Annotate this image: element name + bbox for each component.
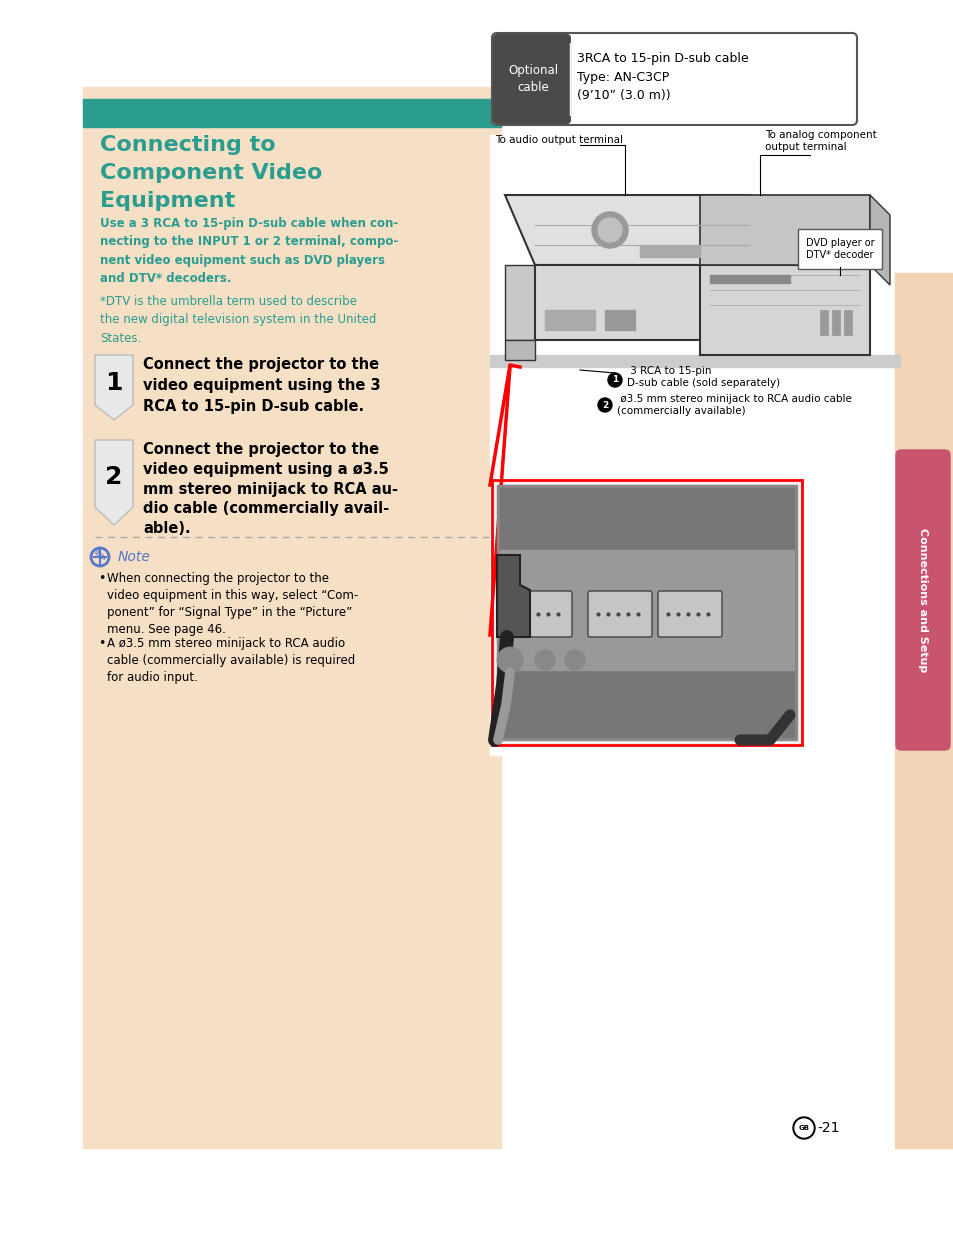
Bar xyxy=(604,310,635,330)
Bar xyxy=(831,310,840,335)
Text: To analog component
output terminal: To analog component output terminal xyxy=(764,130,876,152)
Text: Equipment: Equipment xyxy=(100,191,235,211)
Text: •: • xyxy=(98,572,105,585)
Polygon shape xyxy=(504,340,535,359)
Text: Connect the projector to the
video equipment using the 3
RCA to 15-pin D-sub cab: Connect the projector to the video equip… xyxy=(143,357,380,414)
Text: Connect the projector to the
video equipment using a ø3.5
mm stereo minijack to : Connect the projector to the video equip… xyxy=(143,442,397,536)
Text: 2: 2 xyxy=(601,400,607,410)
Circle shape xyxy=(535,650,555,671)
Bar xyxy=(544,310,595,330)
Bar xyxy=(499,488,793,737)
Text: ø3.5 mm stereo minijack to RCA audio cable
(commercially available): ø3.5 mm stereo minijack to RCA audio cab… xyxy=(617,394,851,416)
FancyBboxPatch shape xyxy=(797,228,882,269)
Polygon shape xyxy=(504,195,780,266)
FancyBboxPatch shape xyxy=(493,35,571,124)
Text: *DTV is the umbrella term used to describe
the new digital television system in : *DTV is the umbrella term used to descri… xyxy=(100,295,376,345)
FancyBboxPatch shape xyxy=(492,33,856,125)
Bar xyxy=(820,310,827,335)
Bar xyxy=(843,310,851,335)
Polygon shape xyxy=(504,266,535,340)
Text: A ø3.5 mm stereo minijack to RCA audio
cable (commercially available) is require: A ø3.5 mm stereo minijack to RCA audio c… xyxy=(107,637,355,684)
Bar xyxy=(497,485,796,740)
Bar xyxy=(894,273,953,1149)
Circle shape xyxy=(598,219,621,242)
FancyBboxPatch shape xyxy=(587,592,651,637)
Polygon shape xyxy=(95,354,132,420)
Bar xyxy=(499,550,793,671)
Text: When connecting the projector to the
video equipment in this way, select “Com-
p: When connecting the projector to the vid… xyxy=(107,572,358,636)
Text: •: • xyxy=(98,637,105,650)
Text: 3 RCA to 15-pin
D-sub cable (sold separately): 3 RCA to 15-pin D-sub cable (sold separa… xyxy=(626,366,780,388)
Text: Connections and Setup: Connections and Setup xyxy=(917,527,927,672)
Polygon shape xyxy=(95,440,132,525)
Text: Optional
cable: Optional cable xyxy=(507,64,558,94)
Text: 2: 2 xyxy=(105,466,123,489)
Text: GB: GB xyxy=(798,1125,809,1131)
Bar xyxy=(83,99,500,127)
Text: 1: 1 xyxy=(611,375,618,384)
Bar xyxy=(639,245,700,257)
Circle shape xyxy=(792,1116,814,1139)
Text: Use a 3 RCA to 15-pin D-sub cable when con-
necting to the INPUT 1 or 2 terminal: Use a 3 RCA to 15-pin D-sub cable when c… xyxy=(100,217,397,285)
FancyBboxPatch shape xyxy=(658,592,721,637)
Polygon shape xyxy=(700,195,869,266)
Circle shape xyxy=(497,648,521,672)
Text: Note: Note xyxy=(118,550,151,564)
Bar xyxy=(537,42,569,116)
Polygon shape xyxy=(700,266,869,354)
Bar xyxy=(490,135,889,755)
Circle shape xyxy=(592,212,627,248)
Polygon shape xyxy=(535,266,780,340)
Polygon shape xyxy=(869,195,889,285)
Text: Connecting to: Connecting to xyxy=(100,135,275,156)
Circle shape xyxy=(564,650,584,671)
Text: 1: 1 xyxy=(105,370,123,394)
Text: To audio output terminal: To audio output terminal xyxy=(495,135,622,144)
FancyBboxPatch shape xyxy=(895,450,949,750)
Bar xyxy=(83,86,500,1149)
Text: 3RCA to 15-pin D-sub cable
Type: AN-C3CP
(9’10” (3.0 m)): 3RCA to 15-pin D-sub cable Type: AN-C3CP… xyxy=(577,52,748,103)
Text: -21: -21 xyxy=(816,1121,839,1135)
Text: ✎: ✎ xyxy=(93,550,107,564)
Circle shape xyxy=(598,398,612,412)
Bar xyxy=(490,354,899,367)
Bar xyxy=(492,480,801,745)
FancyBboxPatch shape xyxy=(507,592,572,637)
Bar xyxy=(709,275,789,283)
Text: DVD player or
DTV* decoder: DVD player or DTV* decoder xyxy=(805,238,873,261)
Polygon shape xyxy=(497,555,530,637)
Text: Component Video: Component Video xyxy=(100,163,322,183)
Circle shape xyxy=(794,1119,812,1137)
Circle shape xyxy=(607,373,621,387)
